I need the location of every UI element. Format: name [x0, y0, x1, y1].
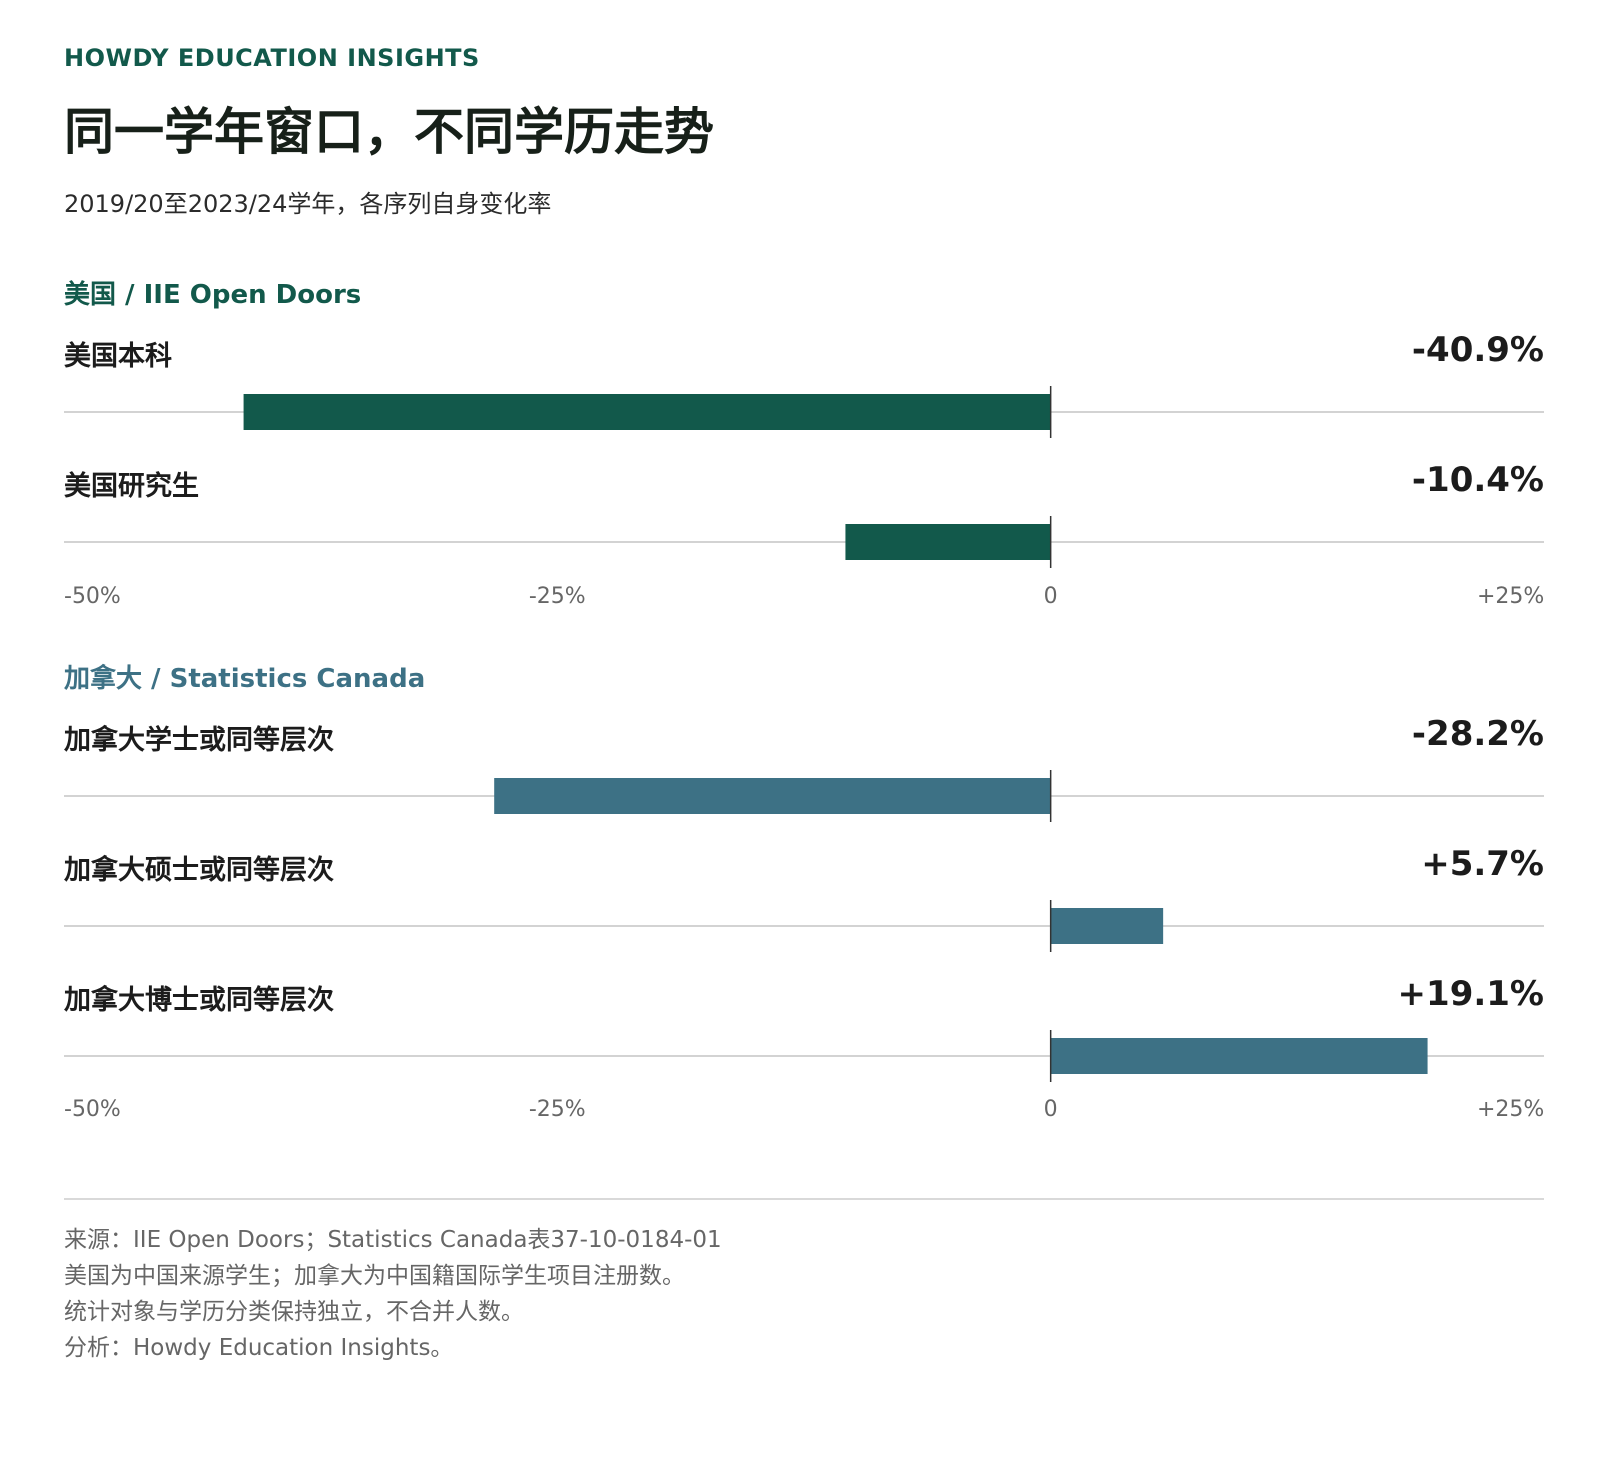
bar-category-label: 加拿大硕士或同等层次: [64, 855, 334, 886]
bar-track: [64, 386, 1544, 438]
source-notes: 来源：IIE Open Doors；Statistics Canada表37-1…: [64, 1222, 722, 1366]
canada-x-axis: -50% -25% 0 +25%: [64, 1097, 1544, 1127]
x-tick-label: -25%: [528, 1097, 586, 1122]
bar-value-label: +19.1%: [1397, 974, 1544, 1014]
page-subtitle: 2019/20至2023/24学年，各序列自身变化率: [64, 190, 552, 218]
bar-row: 加拿大学士或同等层次 -28.2%: [64, 714, 1544, 834]
brand-label: HOWDY EDUCATION INSIGHTS: [64, 44, 480, 72]
bar-track: [64, 516, 1544, 568]
note-line: 分析：Howdy Education Insights。: [64, 1335, 454, 1361]
note-line: 来源：IIE Open Doors；Statistics Canada表37-1…: [64, 1227, 722, 1253]
x-tick-label: +25%: [1477, 584, 1545, 609]
us-x-axis: -50% -25% 0 +25%: [64, 584, 1544, 614]
bar-category-label: 美国研究生: [64, 471, 199, 502]
bar-track: [64, 900, 1544, 952]
bar-track: [64, 770, 1544, 822]
bar-category-label: 加拿大学士或同等层次: [64, 725, 334, 756]
bar-track: [64, 1030, 1544, 1082]
bar-category-label: 加拿大博士或同等层次: [64, 985, 334, 1016]
bar: [1050, 1038, 1428, 1074]
bar-row: 加拿大硕士或同等层次 +5.7%: [64, 844, 1544, 964]
x-tick-label: -50%: [64, 584, 121, 609]
x-tick-label: -50%: [64, 1097, 121, 1122]
bar: [845, 524, 1051, 560]
x-tick-label: 0: [1043, 584, 1058, 609]
bar-category-label: 美国本科: [64, 341, 172, 372]
bar: [243, 394, 1051, 430]
section-title-canada: 加拿大 / Statistics Canada: [64, 664, 426, 694]
bar-value-label: -40.9%: [1411, 330, 1544, 370]
bar: [1050, 908, 1164, 944]
bar: [494, 778, 1051, 814]
bar-value-label: +5.7%: [1421, 844, 1544, 884]
bar-row: 加拿大博士或同等层次 +19.1%: [64, 974, 1544, 1094]
x-tick-label: 0: [1043, 1097, 1058, 1122]
x-tick-label: +25%: [1477, 1097, 1545, 1122]
section-title-us: 美国 / IIE Open Doors: [64, 280, 362, 310]
bar-row: 美国研究生 -10.4%: [64, 460, 1544, 580]
bar-value-label: -10.4%: [1411, 460, 1544, 500]
x-tick-label: -25%: [528, 584, 586, 609]
note-line: 美国为中国来源学生；加拿大为中国籍国际学生项目注册数。: [64, 1263, 685, 1289]
bar-row: 美国本科 -40.9%: [64, 330, 1544, 450]
footer-divider: [64, 1198, 1544, 1200]
bar-value-label: -28.2%: [1411, 714, 1544, 754]
note-line: 统计对象与学历分类保持独立，不合并人数。: [64, 1299, 524, 1325]
page-title: 同一学年窗口，不同学历走势: [64, 103, 714, 161]
